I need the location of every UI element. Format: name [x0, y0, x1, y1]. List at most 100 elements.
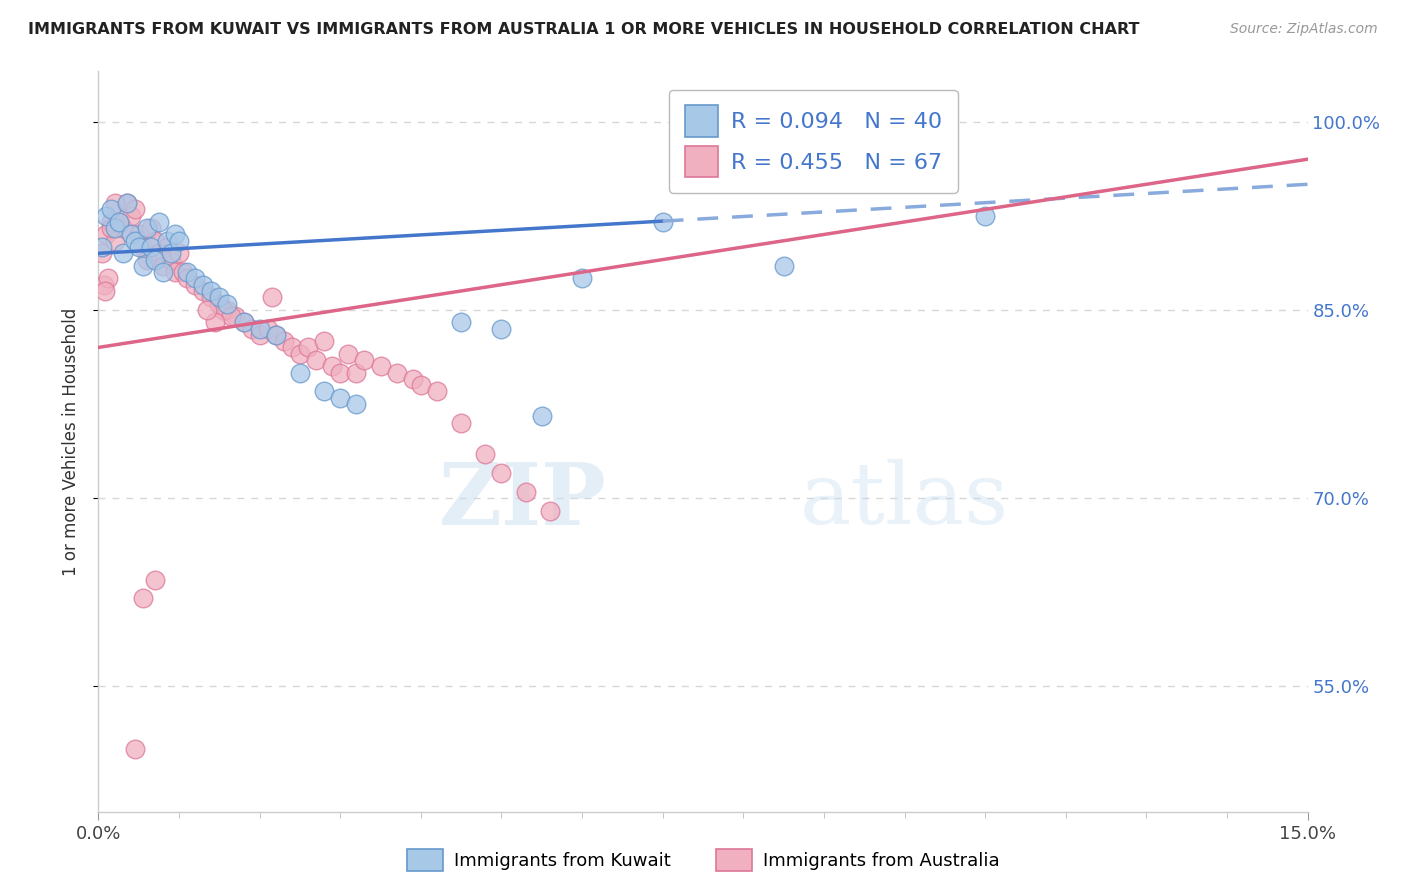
Point: [156, 240, 179, 254]
Point: [97, 271, 120, 285]
Point: [132, 259, 155, 273]
Point: [321, 359, 343, 374]
Text: ZIP: ZIP: [439, 458, 606, 542]
Point: [160, 252, 183, 267]
Point: [208, 290, 231, 304]
Point: [297, 340, 319, 354]
Point: [143, 252, 166, 267]
Point: [184, 271, 207, 285]
Point: [107, 215, 129, 229]
Point: [176, 265, 198, 279]
Point: [124, 234, 146, 248]
Point: [240, 321, 263, 335]
Point: [167, 234, 190, 248]
Point: [94, 284, 117, 298]
Point: [152, 259, 174, 273]
Point: [96, 227, 118, 242]
Point: [208, 296, 231, 310]
Point: [538, 503, 561, 517]
Point: [93, 277, 115, 292]
Point: [91, 246, 114, 260]
Point: [91, 240, 114, 254]
Text: IMMIGRANTS FROM KUWAIT VS IMMIGRANTS FROM AUSTRALIA 1 OR MORE VEHICLES IN HOUSEH: IMMIGRANTS FROM KUWAIT VS IMMIGRANTS FRO…: [28, 22, 1140, 37]
Point: [772, 259, 794, 273]
Point: [200, 290, 222, 304]
Point: [115, 196, 138, 211]
Point: [103, 196, 125, 211]
Point: [450, 315, 472, 329]
Point: [249, 327, 271, 342]
Point: [107, 215, 129, 229]
Point: [232, 315, 254, 329]
Point: [264, 327, 287, 342]
Point: [200, 284, 222, 298]
Point: [426, 384, 449, 399]
Point: [124, 202, 146, 217]
Point: [515, 484, 537, 499]
Point: [402, 372, 425, 386]
Point: [163, 227, 186, 242]
Point: [491, 321, 513, 335]
Point: [249, 321, 271, 335]
Point: [288, 347, 311, 361]
Point: [100, 202, 122, 217]
Point: [111, 246, 134, 260]
Point: [96, 209, 118, 223]
Point: [152, 265, 174, 279]
Point: [193, 277, 215, 292]
Point: [232, 315, 254, 329]
Point: [143, 573, 166, 587]
Point: [195, 302, 218, 317]
Point: [160, 246, 183, 260]
Point: [100, 215, 122, 229]
Point: [124, 742, 146, 756]
Point: [314, 384, 336, 399]
Point: [132, 240, 155, 254]
Text: Source: ZipAtlas.com: Source: ZipAtlas.com: [1230, 22, 1378, 37]
Point: [193, 284, 215, 298]
Point: [314, 334, 336, 348]
Point: [128, 240, 150, 254]
Point: [974, 209, 997, 223]
Point: [143, 234, 166, 248]
Point: [344, 397, 367, 411]
Point: [281, 340, 304, 354]
Point: [204, 315, 226, 329]
Y-axis label: 1 or more Vehicles in Household: 1 or more Vehicles in Household: [62, 308, 80, 575]
Point: [172, 265, 194, 279]
Point: [305, 353, 328, 368]
Point: [221, 309, 243, 323]
Point: [224, 309, 246, 323]
Point: [111, 221, 134, 235]
Point: [329, 366, 352, 380]
Point: [120, 209, 142, 223]
Point: [530, 409, 553, 424]
Point: [256, 321, 278, 335]
Point: [212, 302, 235, 317]
Point: [329, 391, 352, 405]
Point: [264, 327, 287, 342]
Point: [260, 290, 283, 304]
Legend: R = 0.094   N = 40, R = 0.455   N = 67: R = 0.094 N = 40, R = 0.455 N = 67: [669, 90, 957, 193]
Legend: Immigrants from Kuwait, Immigrants from Australia: Immigrants from Kuwait, Immigrants from …: [399, 842, 1007, 879]
Point: [450, 416, 472, 430]
Text: atlas: atlas: [800, 459, 1010, 542]
Point: [167, 246, 190, 260]
Point: [135, 252, 157, 267]
Point: [217, 302, 239, 317]
Point: [128, 227, 150, 242]
Point: [409, 378, 432, 392]
Point: [651, 215, 673, 229]
Point: [135, 221, 157, 235]
Point: [176, 271, 198, 285]
Point: [491, 466, 513, 480]
Point: [344, 366, 367, 380]
Point: [103, 221, 125, 235]
Point: [100, 221, 122, 235]
Point: [156, 234, 179, 248]
Point: [370, 359, 392, 374]
Point: [132, 591, 155, 606]
Point: [571, 271, 593, 285]
Point: [273, 334, 295, 348]
Point: [139, 221, 162, 235]
